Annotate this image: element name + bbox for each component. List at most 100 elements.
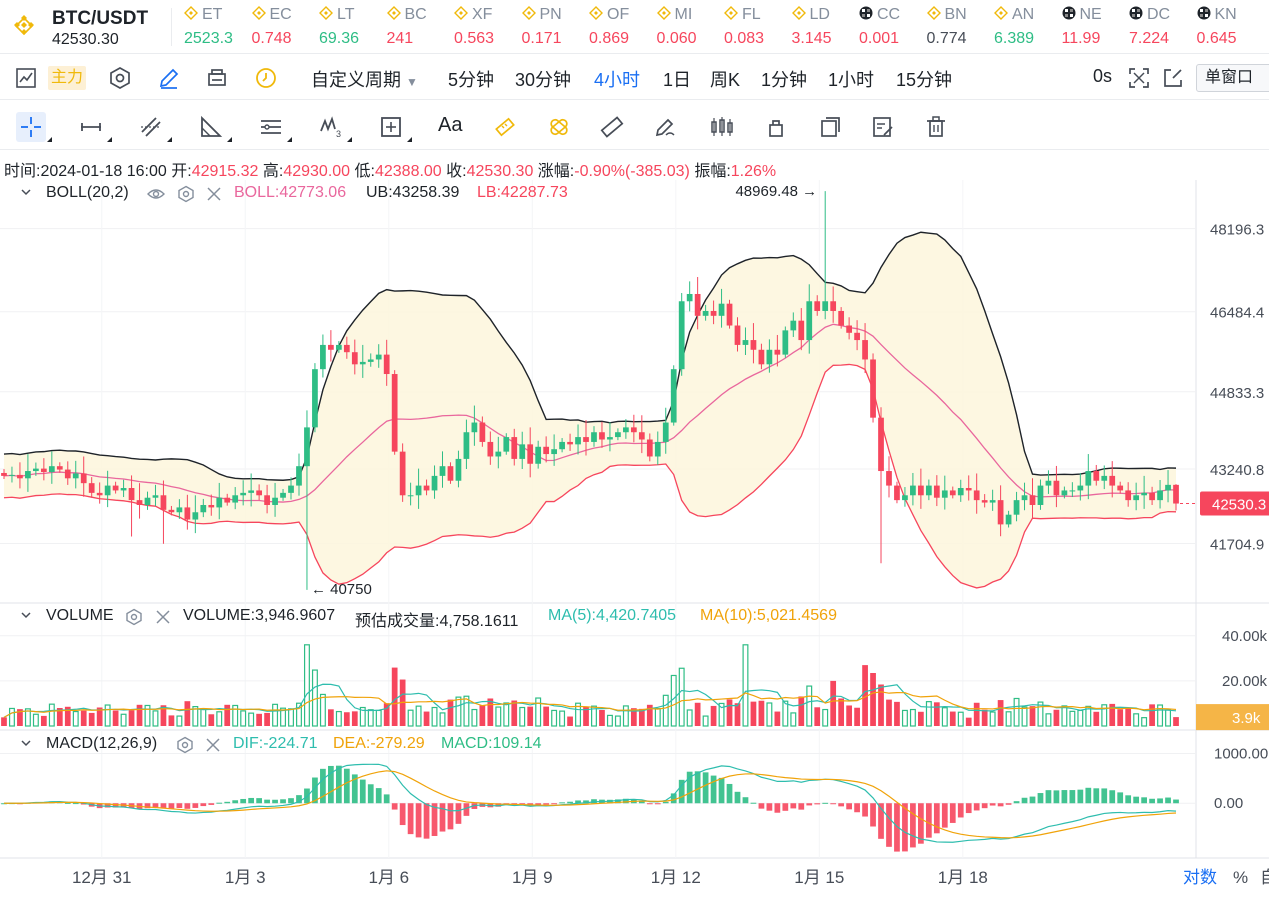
- ticker-item[interactable]: CC 0.001: [855, 4, 923, 50]
- chevron-down-icon[interactable]: [20, 609, 32, 621]
- close-icon[interactable]: [205, 185, 223, 203]
- interval-1d[interactable]: 1日: [663, 70, 692, 90]
- settings-hex-icon[interactable]: [177, 185, 195, 203]
- macd-histogram-bar: [742, 797, 749, 804]
- log-scale-toggle[interactable]: 对数: [1183, 868, 1217, 887]
- note-tool[interactable]: [868, 112, 898, 142]
- macd-histogram-bar: [718, 777, 725, 804]
- pencil-icon[interactable]: [157, 66, 181, 90]
- volume-bar: [208, 714, 215, 726]
- chevron-down-icon[interactable]: [20, 737, 32, 749]
- macd-dea-line: [3, 770, 1177, 839]
- candle-body: [256, 490, 262, 496]
- measure-tool[interactable]: [376, 112, 412, 142]
- printer-icon[interactable]: [205, 66, 229, 90]
- fib-tool[interactable]: [256, 112, 292, 142]
- lock-tool[interactable]: [761, 112, 791, 142]
- macd-histogram-bar: [351, 774, 358, 804]
- candle-body: [543, 446, 550, 455]
- settings-hex-icon[interactable]: [108, 66, 132, 90]
- volume-legend: VOLUME VOLUME:3,946.9607 预估成交量:4,758.161…: [0, 607, 900, 630]
- ticker-item[interactable]: ET 2523.3: [180, 4, 248, 50]
- ticker-item[interactable]: AN 6.389: [990, 4, 1058, 50]
- candles-tool[interactable]: [707, 112, 737, 142]
- interval-1h[interactable]: 1小时: [828, 70, 875, 90]
- volume-bar: [96, 707, 103, 726]
- horizontal-line-tool[interactable]: [76, 112, 112, 142]
- volume-bar: [1157, 704, 1164, 727]
- interval-1m[interactable]: 1分钟: [761, 70, 808, 90]
- ticker-item[interactable]: BC 241: [383, 4, 451, 50]
- custom-period-dropdown[interactable]: 自定义周期 ▼: [311, 70, 418, 90]
- interval-15m[interactable]: 15分钟: [896, 70, 953, 90]
- candle-body: [726, 303, 733, 326]
- ticker-symbol: BN: [926, 6, 967, 24]
- settings-hex-icon[interactable]: [176, 736, 194, 754]
- crosshair-tool[interactable]: [16, 112, 52, 142]
- ticker-item[interactable]: XF 0.563: [450, 4, 518, 50]
- main-force-badge[interactable]: 主力: [48, 66, 87, 90]
- ticker-item[interactable]: EC 0.748: [248, 4, 316, 50]
- candle-body: [391, 374, 398, 452]
- date-range-tool[interactable]: [544, 112, 574, 142]
- window-mode-select[interactable]: 单窗口: [1196, 64, 1269, 92]
- parallel-channel-tool[interactable]: [136, 112, 172, 142]
- candle-body: [383, 354, 390, 375]
- volume-bar: [806, 685, 813, 727]
- ticker-item[interactable]: BN 0.774: [923, 4, 991, 50]
- interval-4h[interactable]: 4小时: [594, 70, 641, 90]
- eye-icon[interactable]: [147, 185, 165, 203]
- popout-icon[interactable]: [1161, 66, 1185, 90]
- ticker-value: 6.389: [994, 30, 1035, 47]
- chart-type-icon[interactable]: [14, 66, 38, 90]
- candle-body: [296, 466, 302, 486]
- interval-30m[interactable]: 30分钟: [515, 70, 572, 90]
- price-range-tool[interactable]: [490, 112, 520, 142]
- ticker-value: 241: [386, 30, 414, 47]
- macd-histogram-bar: [1045, 790, 1052, 804]
- delete-tool[interactable]: [921, 112, 951, 142]
- ticker-item[interactable]: OF 0.869: [585, 4, 653, 50]
- candle-body: [1141, 492, 1147, 496]
- fullscreen-icon[interactable]: [1127, 66, 1151, 90]
- clock-icon[interactable]: [254, 66, 278, 90]
- text-tool[interactable]: Aa: [438, 114, 463, 136]
- settings-hex-icon[interactable]: [125, 608, 143, 626]
- auto-scale-toggle[interactable]: 自: [1260, 868, 1269, 887]
- price-axis-label: 44833.3: [1210, 385, 1264, 402]
- chevron-down-icon[interactable]: [20, 186, 32, 198]
- macd-histogram-bar: [64, 802, 71, 804]
- brush-tool[interactable]: [650, 112, 680, 142]
- percent-scale-toggle[interactable]: %: [1233, 868, 1248, 887]
- macd-histogram-bar: [1, 803, 7, 805]
- volume-bar: [32, 713, 39, 727]
- volume-bars-group: [1, 644, 1179, 727]
- triangle-tool[interactable]: [196, 112, 232, 142]
- ticker-item[interactable]: LD 3.145: [788, 4, 856, 50]
- ticker-item[interactable]: LT 69.36: [315, 4, 383, 50]
- volume-bar: [1069, 710, 1076, 727]
- volume-bar: [798, 696, 805, 726]
- macd-histogram-bar: [1037, 793, 1044, 804]
- close-icon[interactable]: [204, 736, 222, 754]
- macd-histogram-bar: [1093, 788, 1100, 804]
- interval-5m[interactable]: 5分钟: [448, 70, 495, 90]
- current-pair[interactable]: BTC/USDT 42530.30: [8, 4, 173, 50]
- macd-histogram-bar: [910, 803, 916, 848]
- ticker-item[interactable]: NE 11.99: [1058, 4, 1126, 50]
- interval-1w[interactable]: 周K: [710, 70, 741, 90]
- kline-chart[interactable]: 48196.3 46484.4 44833.3 43240.8 41704.9 12月 3…: [0, 180, 1269, 897]
- elliott-wave-tool[interactable]: 3: [316, 112, 352, 142]
- hide-tool[interactable]: [815, 112, 845, 142]
- candle-body: [144, 497, 151, 505]
- candle-body: [232, 495, 239, 503]
- ticker-item[interactable]: KN 0.645: [1193, 4, 1261, 50]
- ticker-item[interactable]: PN 0.171: [518, 4, 586, 50]
- close-icon[interactable]: [154, 608, 172, 626]
- ticker-item[interactable]: MI 0.060: [653, 4, 721, 50]
- ticker-item[interactable]: FL 0.083: [720, 4, 788, 50]
- macd-histogram-bar: [439, 803, 446, 832]
- ticker-item[interactable]: DC 7.224: [1125, 4, 1193, 50]
- candle-body: [280, 492, 286, 498]
- ruler-tool[interactable]: [597, 112, 627, 142]
